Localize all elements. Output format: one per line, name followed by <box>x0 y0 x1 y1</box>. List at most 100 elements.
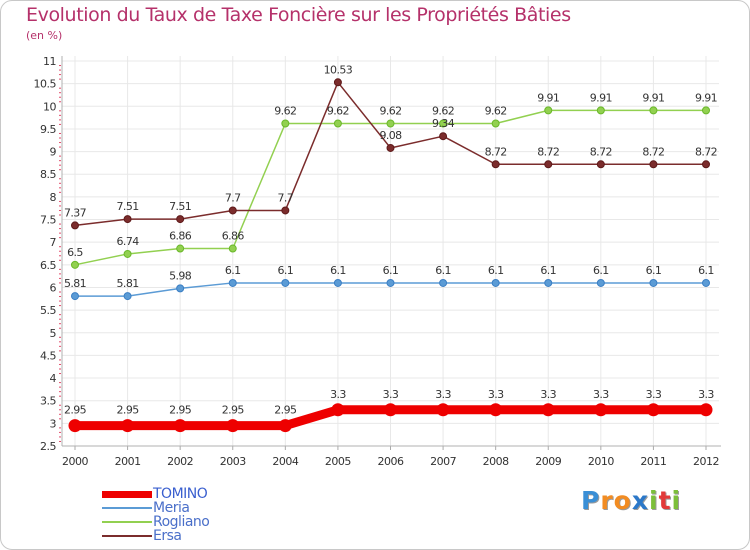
data-point-rogliano <box>176 244 185 253</box>
series-markers <box>68 78 713 433</box>
data-point-meria <box>71 292 79 301</box>
legend-label: TOMINO <box>153 486 208 502</box>
data-point-ersa <box>333 78 342 87</box>
data-point-tomino <box>699 403 713 417</box>
data-label-ersa: 8.72 <box>537 145 559 158</box>
data-label-tomino: 3.3 <box>488 388 504 401</box>
legend-label: Meria <box>153 500 190 516</box>
data-label-rogliano: 6.86 <box>222 230 245 243</box>
data-label-ersa: 7.37 <box>64 206 87 219</box>
data-point-tomino <box>646 403 660 417</box>
data-label-meria: 6.1 <box>277 264 293 277</box>
x-tick-label: 2005 <box>325 455 351 468</box>
data-label-tomino: 3.3 <box>540 388 556 401</box>
data-label-meria: 5.81 <box>117 277 139 290</box>
data-label-rogliano: 9.62 <box>432 105 454 118</box>
logo-letter: x <box>631 486 649 515</box>
legend-label: Rogliano <box>153 514 210 530</box>
data-point-tomino <box>331 403 345 417</box>
data-labels: 5.81 5.81 5.98 6.1 6.1 6.1 6.1 6.1 6.1 6.1 6.1 6.1 6… <box>64 63 718 417</box>
data-point-rogliano <box>333 119 342 128</box>
data-label-tomino: 3.3 <box>593 388 609 401</box>
data-label-rogliano: 9.91 <box>642 91 664 104</box>
logo-letter: P <box>581 486 601 515</box>
data-point-rogliano <box>281 119 290 128</box>
chart-unit-label: (en %) <box>26 29 63 42</box>
legend-swatch <box>102 490 152 498</box>
data-label-ersa: 8.72 <box>590 145 612 158</box>
data-point-tomino <box>68 419 82 433</box>
data-point-meria <box>176 284 185 293</box>
y-tick-label: 6 <box>50 281 57 294</box>
x-tick-label: 2008 <box>483 455 509 468</box>
legend-label: Ersa <box>153 528 182 544</box>
data-point-meria <box>281 278 290 287</box>
logo-letter: i <box>671 486 682 515</box>
data-point-meria <box>596 278 605 287</box>
data-point-meria <box>439 278 448 287</box>
data-label-meria: 6.1 <box>488 264 504 277</box>
data-label-meria: 6.1 <box>225 264 241 277</box>
data-point-tomino <box>594 403 608 417</box>
data-point-rogliano <box>596 106 605 115</box>
data-label-rogliano: 9.91 <box>590 91 612 104</box>
data-point-rogliano <box>123 249 132 258</box>
data-label-meria: 6.1 <box>698 264 714 277</box>
data-point-meria <box>544 278 553 287</box>
data-point-rogliano <box>439 119 448 128</box>
legend-swatch <box>102 507 152 509</box>
data-label-rogliano: 9.62 <box>485 105 507 118</box>
chart-title: Evolution du Taux de Taxe Foncière sur l… <box>26 4 571 26</box>
data-point-ersa <box>281 206 290 215</box>
y-tick-label: 4.5 <box>40 349 56 362</box>
x-tick-label: 2001 <box>115 455 141 468</box>
data-point-meria <box>702 278 710 287</box>
data-point-rogliano <box>544 106 553 115</box>
gridlines <box>62 56 719 447</box>
data-label-tomino: 2.95 <box>117 404 140 417</box>
data-label-tomino: 2.95 <box>274 404 297 417</box>
data-point-tomino <box>541 403 555 417</box>
data-point-meria <box>228 278 237 287</box>
data-label-rogliano: 9.62 <box>379 105 401 118</box>
y-tick-label: 8.5 <box>40 168 56 181</box>
data-point-rogliano <box>649 106 658 115</box>
x-tick-label: 2006 <box>378 455 404 468</box>
data-label-rogliano: 6.5 <box>67 246 83 259</box>
data-label-tomino: 3.3 <box>383 388 399 401</box>
legend-swatch <box>102 535 152 537</box>
data-label-ersa: 7.7 <box>225 191 241 204</box>
y-tick-label: 6.5 <box>40 259 56 272</box>
data-point-meria <box>123 292 132 301</box>
x-tick-label: 2004 <box>272 455 298 468</box>
data-point-meria <box>649 278 658 287</box>
data-point-tomino <box>384 403 397 417</box>
data-label-meria: 6.1 <box>435 264 451 277</box>
data-point-tomino <box>278 419 292 433</box>
data-point-ersa <box>596 160 605 169</box>
data-label-tomino: 3.3 <box>698 388 714 401</box>
data-point-rogliano <box>228 244 237 253</box>
data-point-ersa <box>228 206 237 215</box>
logo-letter: t <box>658 486 672 515</box>
data-label-ersa: 7.51 <box>117 200 139 213</box>
data-label-meria: 6.1 <box>540 264 556 277</box>
y-tick-label: 2.5 <box>40 440 56 453</box>
x-tick-label: 2000 <box>62 455 88 468</box>
logo-letter: o <box>613 486 632 515</box>
y-tick-label: 5 <box>50 327 57 340</box>
data-label-tomino: 2.95 <box>64 404 87 417</box>
y-tick-label: 3.5 <box>40 395 56 408</box>
data-point-tomino <box>226 419 240 433</box>
y-tick-label: 5.5 <box>40 304 56 317</box>
data-label-tomino: 3.3 <box>435 388 451 401</box>
data-point-tomino <box>489 403 503 417</box>
data-label-tomino: 2.95 <box>169 404 192 417</box>
data-point-meria <box>491 278 500 287</box>
x-tick-label: 2007 <box>430 455 456 468</box>
logo-letter: i <box>649 486 659 515</box>
data-label-rogliano: 9.62 <box>327 105 349 118</box>
y-tick-label: 9.5 <box>40 123 56 136</box>
data-point-ersa <box>702 160 710 169</box>
